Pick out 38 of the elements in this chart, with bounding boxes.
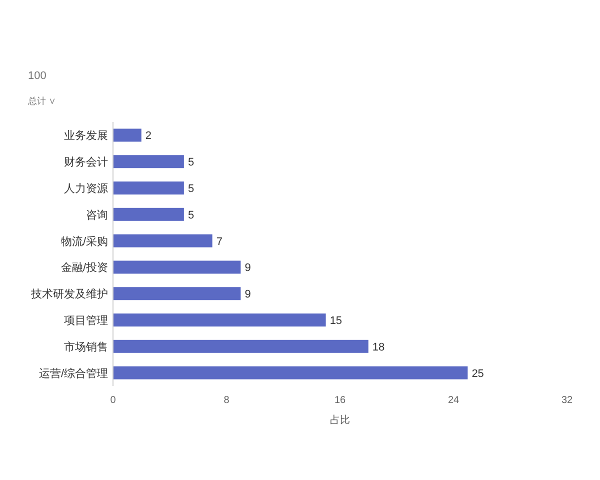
y-tick-label: 运营/综合管理 bbox=[38, 366, 108, 380]
text: 100 bbox=[28, 70, 46, 82]
x-tick-label: 16 bbox=[334, 395, 346, 406]
data-label: 5 bbox=[188, 183, 194, 195]
x-tick-label: 24 bbox=[448, 395, 460, 406]
y-tick-label: 人力资源 bbox=[64, 182, 108, 195]
data-label: 7 bbox=[216, 236, 222, 248]
bar bbox=[113, 366, 468, 380]
data-label: 5 bbox=[188, 156, 194, 169]
bar bbox=[113, 314, 326, 326]
y-tick-label: 物流/采购 bbox=[60, 234, 108, 248]
x-tick-label: 32 bbox=[561, 395, 573, 406]
y-tick-label: 金融/投资 bbox=[60, 262, 108, 274]
text: 总计 ∨ bbox=[27, 96, 56, 106]
y-tick-label: 市场销售 bbox=[64, 340, 108, 354]
bar bbox=[113, 234, 212, 248]
data-label: 9 bbox=[244, 262, 251, 274]
x-tick-label: 0 bbox=[110, 395, 116, 406]
data-label: 5 bbox=[188, 209, 194, 222]
x-tick-label: 8 bbox=[224, 395, 230, 406]
bar bbox=[113, 208, 184, 221]
y-tick-label: 项目管理 bbox=[64, 315, 108, 327]
bar bbox=[113, 340, 368, 353]
data-label: 18 bbox=[372, 341, 385, 354]
x-axis-title: 占比 bbox=[330, 414, 350, 426]
bar bbox=[113, 260, 241, 274]
y-tick-label: 财务会计 bbox=[64, 156, 108, 169]
bar bbox=[113, 128, 142, 142]
bar bbox=[113, 155, 184, 168]
y-tick-label: 业务发展 bbox=[64, 129, 108, 142]
data-label: 2 bbox=[145, 130, 152, 142]
data-label: 15 bbox=[330, 315, 342, 327]
y-tick-label: 咨询 bbox=[86, 209, 108, 222]
bar bbox=[113, 287, 241, 300]
y-tick-label: 技术研发及维护 bbox=[30, 288, 108, 301]
data-label: 25 bbox=[472, 368, 484, 380]
bar bbox=[113, 182, 184, 194]
data-label: 9 bbox=[244, 288, 251, 301]
